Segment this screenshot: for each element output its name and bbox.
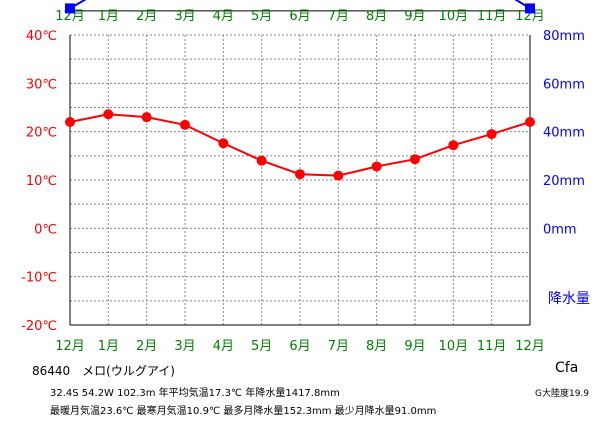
temperature-point: [295, 169, 305, 180]
month-label-top: 2月: [136, 9, 157, 24]
month-label-bottom: 9月: [404, 339, 425, 354]
month-label-bottom: 6月: [289, 339, 310, 354]
month-label-top: 11月: [477, 9, 507, 24]
month-label-bottom: 12月: [55, 339, 85, 354]
precip-tick-label: 80mm: [543, 29, 585, 44]
temperature-point: [448, 140, 459, 151]
temperature-point: [333, 170, 344, 181]
precip-axis-label: 降水量: [548, 291, 590, 307]
month-label-top: 7月: [328, 9, 349, 24]
precipitation-line: [69, 0, 531, 10]
temperature-point: [525, 117, 535, 127]
precipitation-point: [525, 3, 535, 14]
temp-tick-label: 30℃: [26, 77, 57, 92]
month-label-top: 1月: [98, 9, 119, 24]
month-label-top: 6月: [289, 9, 310, 24]
month-label-bottom: 10月: [439, 339, 469, 354]
temperature-point: [410, 154, 420, 165]
month-label-top: 3月: [174, 9, 195, 24]
temp-tick-label: -20℃: [21, 319, 57, 334]
temp-tick-label: 40℃: [26, 29, 57, 44]
temp-tick-label: -10℃: [21, 271, 57, 286]
temperature-point: [218, 138, 229, 149]
koppen-class: Cfa: [555, 360, 579, 376]
month-label-top: 10月: [439, 9, 469, 24]
precip-tick-label: 60mm: [543, 77, 585, 92]
month-label-top: 12月: [515, 9, 545, 24]
temp-tick-label: 0℃: [34, 222, 57, 237]
temperature-point: [180, 119, 190, 130]
temperature-point: [256, 155, 267, 166]
month-label-bottom: 2月: [136, 339, 157, 354]
month-label-top: 8月: [366, 9, 387, 24]
month-label-top: 12月: [55, 9, 85, 24]
station-summary: 32.4S 54.2W 102.3m 年平均気温17.3℃ 年降水量1417.8…: [50, 388, 340, 399]
month-label-bottom: 1月: [98, 339, 119, 354]
precip-tick-label: 0mm: [543, 222, 577, 237]
temp-tick-label: 20℃: [26, 126, 57, 141]
station-name: 86440 メロ(ウルグアイ): [32, 364, 175, 378]
month-label-bottom: 4月: [213, 339, 234, 354]
month-label-bottom: 7月: [328, 339, 349, 354]
temperature-point: [486, 129, 497, 140]
month-label-top: 4月: [213, 9, 234, 24]
continentality-index: G大陸度19.9: [535, 389, 590, 399]
month-label-bottom: 5月: [251, 339, 272, 354]
month-label-top: 9月: [404, 9, 425, 24]
station-extremes: 最暖月気温23.6℃ 最寒月気温10.9℃ 最多月降水量152.3mm 最少月降…: [50, 406, 437, 417]
month-label-bottom: 8月: [366, 339, 387, 354]
precipitation-point: [65, 3, 75, 14]
temperature-point: [65, 117, 75, 127]
precip-tick-label: 40mm: [543, 126, 585, 141]
month-label-top: 5月: [251, 9, 272, 24]
temperature-point: [103, 109, 114, 120]
temperature-point: [371, 161, 382, 172]
temperature-point: [141, 112, 152, 123]
precip-tick-label: 20mm: [543, 174, 585, 189]
month-label-bottom: 11月: [477, 339, 507, 354]
temp-tick-label: 10℃: [26, 174, 57, 189]
month-label-bottom: 12月: [515, 339, 545, 354]
month-label-bottom: 3月: [174, 339, 195, 354]
